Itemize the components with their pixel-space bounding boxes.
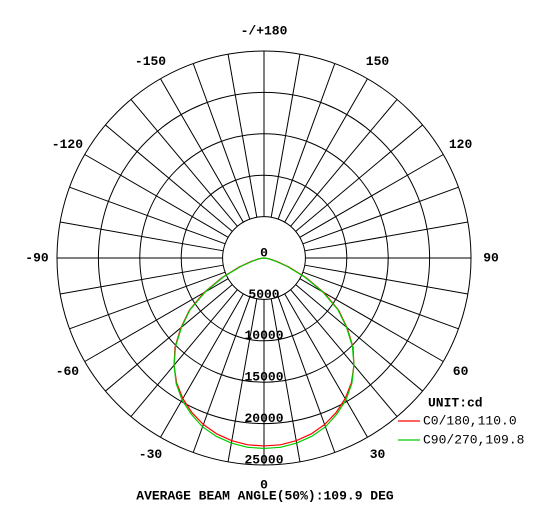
- r-tick-label: 0: [260, 245, 268, 260]
- theta-tick-label: -60: [56, 364, 80, 379]
- theta-tick-label: -120: [52, 137, 83, 152]
- unit-label: UNIT:cd: [428, 395, 483, 410]
- r-tick-label: 15000: [244, 370, 283, 385]
- r-tick-label: 5000: [248, 287, 279, 302]
- theta-tick-label: -90: [25, 250, 49, 265]
- theta-tick-label: 60: [453, 364, 469, 379]
- footer: AVERAGE BEAM ANGLE(50%):109.9 DEG: [136, 488, 394, 503]
- legend-label: C90/270,109.8: [423, 432, 524, 447]
- theta-tick-label: -150: [135, 54, 166, 69]
- r-tick-label: 20000: [244, 411, 283, 426]
- legend-label: C0/180,110.0: [423, 413, 517, 428]
- theta-tick-label: -/+180: [241, 23, 288, 38]
- ring: [97, 91, 431, 425]
- theta-tick-label: 0: [260, 477, 268, 492]
- ring: [139, 133, 389, 383]
- theta-tick-label: 30: [370, 447, 386, 462]
- ring: [222, 216, 306, 300]
- r-tick-label: 25000: [244, 452, 283, 467]
- ring: [56, 50, 472, 466]
- theta-tick-label: 150: [366, 54, 390, 69]
- theta-tick-label: -30: [139, 447, 163, 462]
- theta-tick-label: 120: [449, 137, 473, 152]
- theta-tick-label: 90: [483, 250, 499, 265]
- curve: [173, 257, 355, 450]
- r-tick-label: 10000: [244, 328, 283, 343]
- ring: [180, 174, 348, 342]
